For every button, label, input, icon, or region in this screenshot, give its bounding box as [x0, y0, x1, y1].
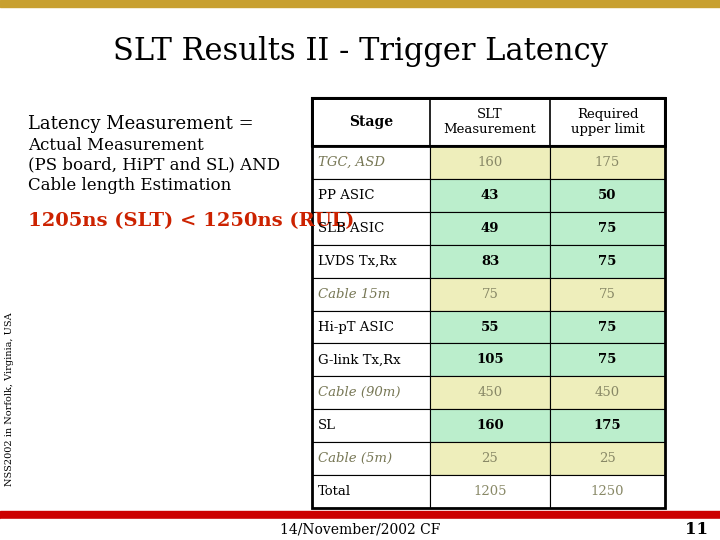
Text: 25: 25	[599, 453, 616, 465]
Bar	[550, 245, 665, 278]
Bar	[430, 376, 550, 409]
Text: 11: 11	[685, 521, 708, 538]
Bar	[550, 475, 665, 508]
Bar	[312, 409, 430, 442]
Text: 43: 43	[481, 188, 499, 202]
Text: 75: 75	[598, 354, 617, 367]
Bar	[312, 179, 430, 212]
Text: 160: 160	[477, 156, 503, 169]
Text: (PS board, HiPT and SL) AND: (PS board, HiPT and SL) AND	[28, 157, 280, 174]
Bar	[312, 212, 430, 245]
Text: 75: 75	[482, 288, 498, 301]
Text: SL: SL	[318, 420, 336, 433]
Text: 1205: 1205	[473, 485, 507, 498]
Text: PP ASIC: PP ASIC	[318, 188, 374, 202]
Bar	[430, 409, 550, 442]
Bar	[430, 475, 550, 508]
Text: 25: 25	[482, 453, 498, 465]
Text: 83: 83	[481, 255, 499, 268]
Text: 160: 160	[476, 420, 504, 433]
Text: 75: 75	[598, 221, 617, 235]
Text: NSS2002 in Norfolk, Virginia, USA: NSS2002 in Norfolk, Virginia, USA	[6, 313, 14, 486]
Bar	[0, 519, 720, 522]
Text: 75: 75	[598, 255, 617, 268]
Bar	[430, 212, 550, 245]
Bar	[430, 245, 550, 278]
Text: 14/November/2002 CF: 14/November/2002 CF	[280, 522, 440, 536]
Text: Latency Measurement =: Latency Measurement =	[28, 115, 253, 133]
Bar	[312, 98, 665, 508]
Text: LVDS Tx,Rx: LVDS Tx,Rx	[318, 255, 397, 268]
Bar	[430, 310, 550, 343]
Text: 49: 49	[481, 221, 499, 235]
Text: Cable (90m): Cable (90m)	[318, 387, 400, 400]
Bar	[312, 343, 430, 376]
Text: 75: 75	[598, 321, 617, 334]
Bar	[312, 146, 430, 179]
Text: 1250: 1250	[590, 485, 624, 498]
Bar	[312, 98, 665, 146]
Bar	[312, 376, 430, 409]
Bar	[550, 278, 665, 310]
Text: Cable length Estimation: Cable length Estimation	[28, 177, 231, 194]
Bar	[312, 278, 430, 310]
Bar	[550, 343, 665, 376]
Text: Total: Total	[318, 485, 351, 498]
Bar	[550, 409, 665, 442]
Bar	[312, 245, 430, 278]
Bar	[312, 442, 430, 475]
Bar	[430, 278, 550, 310]
Text: Required
upper limit: Required upper limit	[570, 108, 644, 136]
Bar	[312, 475, 430, 508]
Text: 55: 55	[481, 321, 499, 334]
Text: 450: 450	[477, 387, 503, 400]
Text: 175: 175	[595, 156, 620, 169]
Text: Stage: Stage	[349, 115, 393, 129]
Text: 75: 75	[599, 288, 616, 301]
Bar	[430, 343, 550, 376]
Bar	[430, 179, 550, 212]
Text: TGC, ASD: TGC, ASD	[318, 156, 385, 169]
Text: 50: 50	[598, 188, 617, 202]
Text: 450: 450	[595, 387, 620, 400]
Bar	[312, 310, 430, 343]
Text: 175: 175	[594, 420, 621, 433]
Bar	[550, 146, 665, 179]
Text: Hi-pT ASIC: Hi-pT ASIC	[318, 321, 394, 334]
Text: G-link Tx,Rx: G-link Tx,Rx	[318, 354, 400, 367]
Bar	[430, 146, 550, 179]
Bar	[550, 179, 665, 212]
Text: SLB ASIC: SLB ASIC	[318, 221, 384, 235]
Text: Cable (5m): Cable (5m)	[318, 453, 392, 465]
Text: Cable 15m: Cable 15m	[318, 288, 390, 301]
Bar	[0, 511, 720, 519]
Bar	[550, 376, 665, 409]
Text: 1205ns (SLT) < 1250ns (RUL): 1205ns (SLT) < 1250ns (RUL)	[28, 212, 354, 230]
Bar	[312, 98, 665, 146]
Text: Actual Measurement: Actual Measurement	[28, 137, 204, 154]
Bar	[0, 0, 720, 7]
Bar	[550, 212, 665, 245]
Text: 105: 105	[476, 354, 504, 367]
Bar	[550, 442, 665, 475]
Text: SLT
Measurement: SLT Measurement	[444, 108, 536, 136]
Bar	[430, 442, 550, 475]
Text: SLT Results II - Trigger Latency: SLT Results II - Trigger Latency	[112, 36, 608, 68]
Bar	[550, 310, 665, 343]
